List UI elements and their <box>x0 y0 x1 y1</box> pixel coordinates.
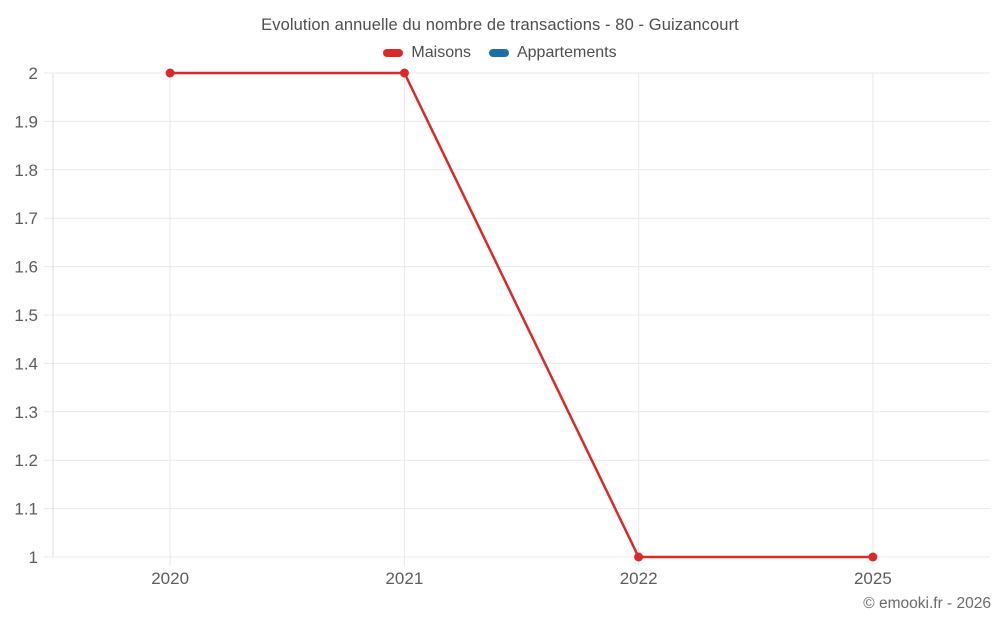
svg-text:1.6: 1.6 <box>14 258 38 277</box>
svg-text:2020: 2020 <box>151 569 189 588</box>
legend-item-appartements[interactable]: Appartements <box>488 44 617 62</box>
svg-text:2021: 2021 <box>385 569 423 588</box>
svg-text:2022: 2022 <box>620 569 658 588</box>
legend-item-maisons[interactable]: Maisons <box>383 44 471 62</box>
svg-text:1.5: 1.5 <box>14 306 38 325</box>
svg-text:1.7: 1.7 <box>14 209 38 228</box>
legend-label-maisons: Maisons <box>411 44 471 61</box>
svg-text:2: 2 <box>29 64 38 83</box>
chart-title: Evolution annuelle du nombre de transact… <box>261 16 739 34</box>
svg-text:1.8: 1.8 <box>14 161 38 180</box>
svg-text:1.2: 1.2 <box>14 451 38 470</box>
appartements-series-swatch-icon <box>488 49 509 57</box>
svg-text:1.4: 1.4 <box>14 354 38 373</box>
svg-text:1.1: 1.1 <box>14 500 38 519</box>
svg-text:1.3: 1.3 <box>14 403 38 422</box>
chart-legend: Maisons Appartements <box>0 44 1000 62</box>
svg-text:1: 1 <box>29 548 38 567</box>
legend-label-appartements: Appartements <box>516 44 617 61</box>
copyright-credit: © emooki.fr - 2026 <box>863 595 991 612</box>
maisons-series-swatch-icon <box>383 49 404 57</box>
svg-text:1.9: 1.9 <box>14 112 38 131</box>
svg-text:2025: 2025 <box>854 569 892 588</box>
